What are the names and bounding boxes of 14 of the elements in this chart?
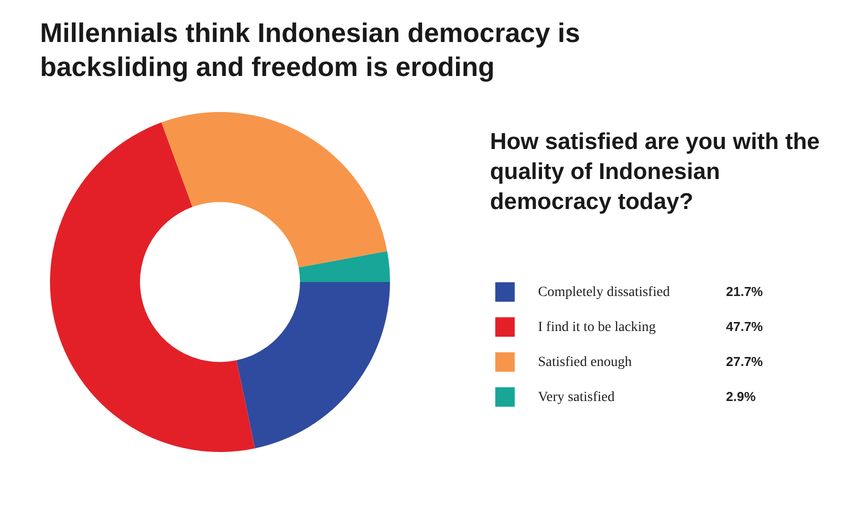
legend-label: Completely dissatisfied — [538, 285, 670, 300]
data-label: 2.9% — [726, 389, 756, 404]
legend-label: Very satisfied — [538, 390, 615, 405]
donut-slice — [161, 112, 388, 268]
legend-label: I find it to be lacking — [538, 320, 656, 335]
donut-slice — [298, 251, 390, 282]
data-label: 21.7% — [726, 284, 764, 299]
donut-slice — [236, 282, 390, 448]
legend-label: Satisfied enough — [538, 355, 632, 370]
data-label: 27.7% — [726, 354, 764, 369]
donut-slice — [50, 122, 255, 452]
legend-title: How satisfied are you with the quality of Indonesian democracy today? — [490, 128, 820, 214]
chart-title: Millennials think Indonesian democracy is backsliding and freedom is eroding — [40, 18, 580, 82]
data-label: 47.7% — [726, 319, 764, 334]
